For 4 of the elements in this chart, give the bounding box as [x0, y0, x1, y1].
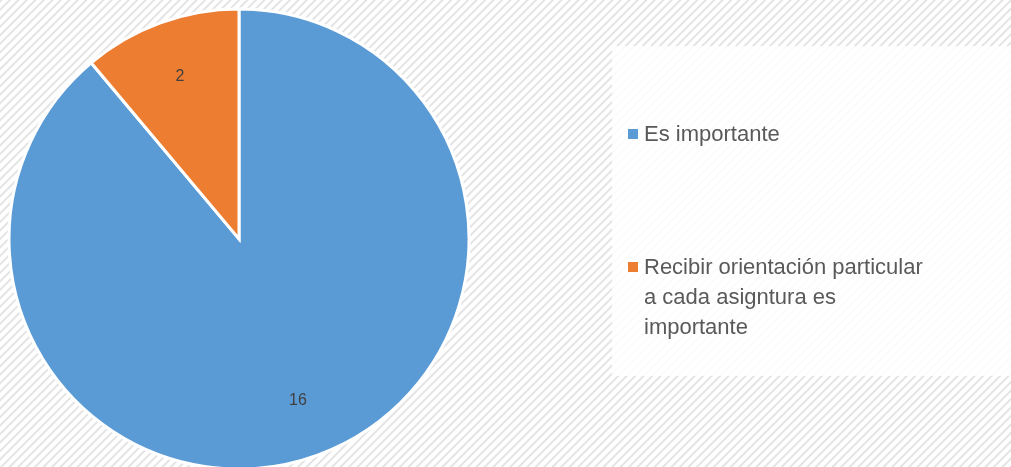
legend-label: Recibir orientación particular a cada asigntura es importante — [644, 253, 923, 339]
legend-label: Es importante — [644, 120, 780, 146]
data-label: 16 — [289, 391, 307, 409]
data-label: 2 — [175, 67, 185, 85]
